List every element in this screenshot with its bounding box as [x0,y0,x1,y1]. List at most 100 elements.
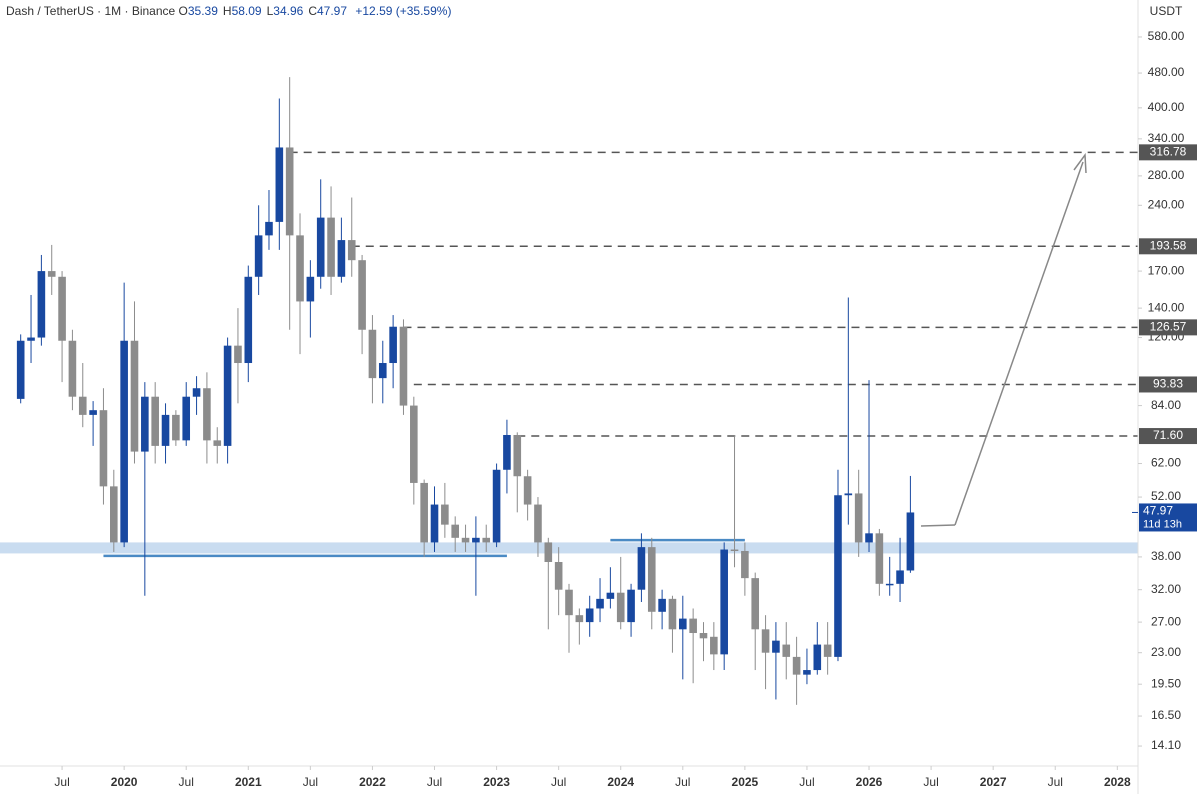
candle-body [37,271,46,338]
candle-body [710,636,718,655]
ohlc-label: L [266,4,274,18]
candle-body [461,537,470,543]
y-tick-label: 52.00 [1151,489,1181,503]
candle-body [513,434,522,477]
y-tick-label: 16.50 [1151,708,1181,722]
candle-body [130,340,139,452]
y-tick-label: 580.00 [1148,29,1185,43]
ohlc-label: C [308,4,317,18]
x-tick-label: 2026 [856,775,883,789]
candle-body [482,537,491,543]
candle-body [306,276,315,302]
projection-arrow [920,524,956,527]
level-label-box [1139,238,1197,255]
x-tick-label: 2027 [980,775,1007,789]
candle-body [720,549,728,655]
candle-body [492,469,501,543]
candle-body [399,326,408,406]
x-tick-label: 2021 [235,775,262,789]
candle-body [865,533,873,543]
candle-body [285,147,294,236]
candle-body [151,396,159,446]
candle-body [658,598,666,612]
candle-body [534,504,542,543]
candle-body [782,644,791,657]
candle-body [78,396,87,415]
y-tick-label: 38.00 [1151,549,1181,563]
x-tick-label: 2022 [359,775,386,789]
candle-body [213,440,222,446]
level-label: 93.83 [1153,377,1183,391]
candle-body [803,670,811,675]
candle-body [441,504,449,525]
ohlc-label: O [178,4,188,18]
candle-body [172,414,180,441]
candle-body [316,217,325,277]
candle-body [420,482,428,543]
candle-body [275,147,284,222]
x-tick-label: Jul [551,775,566,789]
candle-body [451,524,459,538]
candle-body [844,493,853,496]
candle-body [68,340,77,397]
level-label-box [1139,428,1197,445]
level-label: 316.78 [1150,145,1187,159]
y-tick-label: 23.00 [1151,645,1181,659]
current-price-label: 47.97 [1143,504,1173,518]
x-tick-label: Jul [54,775,69,789]
y-tick-label: 32.00 [1151,582,1181,596]
level-label-box [1139,319,1197,336]
candle-body [834,495,842,657]
candle-body [161,414,170,446]
candle-body [565,589,573,616]
current-price-box [1139,503,1197,532]
candle-body [472,537,480,543]
ohlc-value: 35.39 [187,4,218,18]
candle-body [244,276,253,364]
candle-body [679,618,687,630]
candle-body [234,345,242,364]
candle-body [875,533,884,584]
ohlc-value: 34.96 [273,4,304,18]
y-tick-label: 400.00 [1148,100,1185,114]
level-label: 71.60 [1153,428,1183,442]
candle-body [699,633,708,639]
candle-body [182,396,191,441]
candle-body [544,542,553,562]
y-tick-label: 62.00 [1151,456,1181,470]
candle-body [885,583,894,586]
ohlc-value: 47.97 [317,4,348,18]
candle-body [16,340,25,399]
y-axis-label: USDT [1150,4,1183,18]
change: +12.59 (+35.59%) [355,4,452,18]
candle-body [265,221,273,236]
candle-body [761,629,770,653]
candle-body [575,615,584,623]
candle-body [58,276,66,341]
candle-body [89,410,97,415]
symbol: Dash / TetherUS · 1M · Binance [6,4,176,18]
y-tick-label: 240.00 [1148,197,1185,211]
symbol-header: Dash / TetherUS · 1M · Binance O35.39 H58… [6,4,451,18]
candle-body [792,656,801,675]
x-tick-label: Jul [427,775,442,789]
candle-body [296,235,304,302]
candle-body [389,326,397,364]
x-tick-label: 2024 [607,775,634,789]
plot-area [0,77,1138,705]
candle-body [337,240,346,277]
candle-body [627,589,635,623]
candle-body [616,592,625,623]
candle-body [823,644,832,657]
x-tick-label: Jul [179,775,194,789]
arrow-head [1073,152,1087,174]
candle-body [813,644,822,671]
candle-body [606,592,615,599]
candle-body [637,547,646,590]
x-tick-label: Jul [923,775,938,789]
y-tick-label: 340.00 [1148,131,1185,145]
candle-body [110,486,118,543]
candle-body [596,598,604,609]
candle-body [751,578,760,630]
